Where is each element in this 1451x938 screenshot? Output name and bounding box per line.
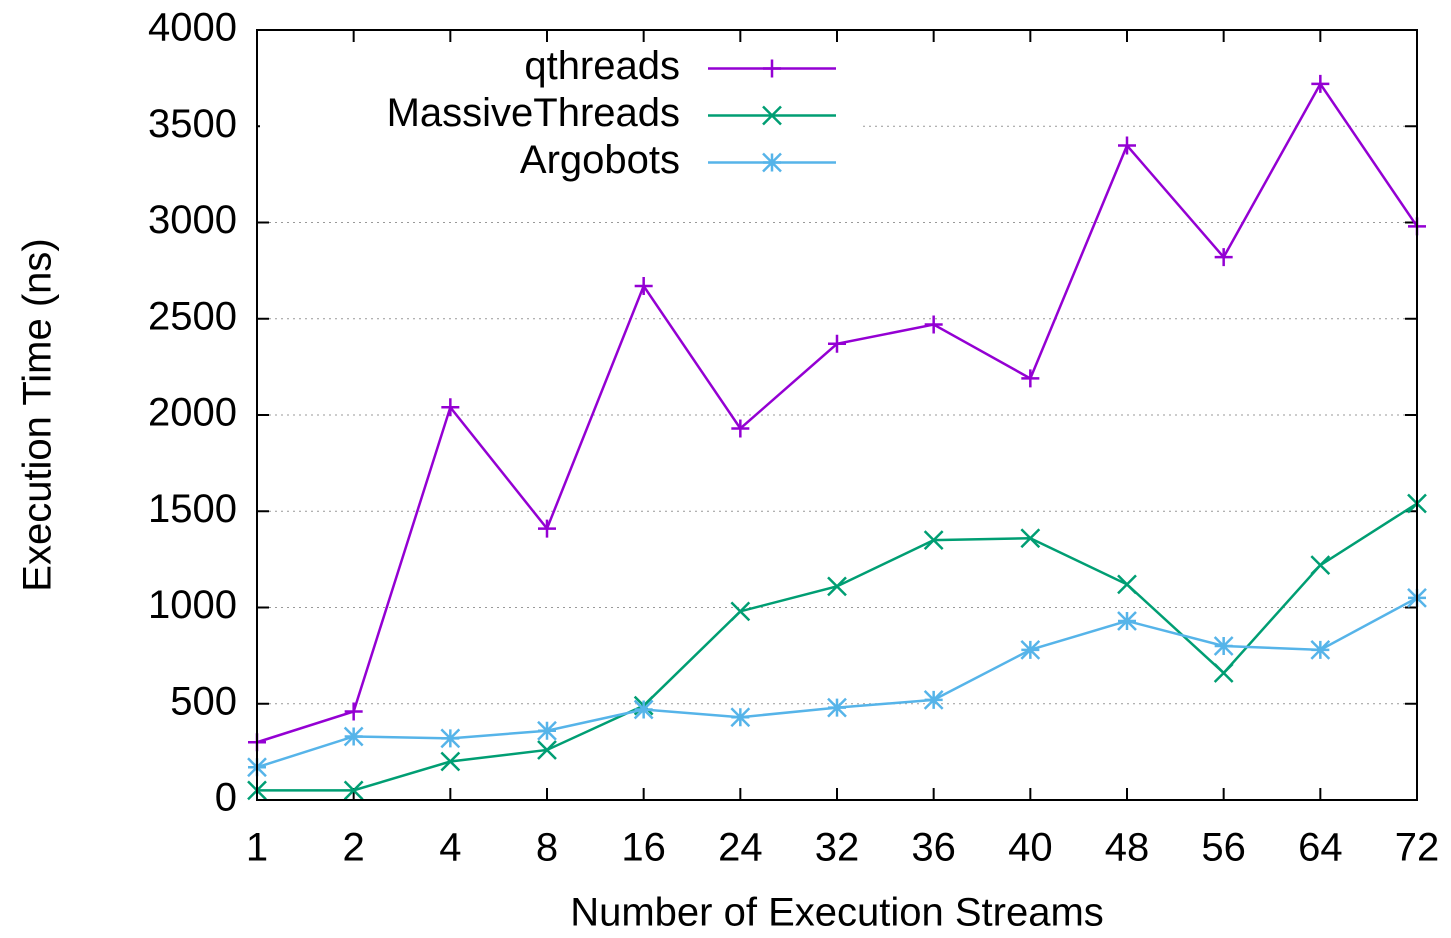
data-point (343, 726, 364, 747)
data-point (923, 530, 944, 551)
data-point (1214, 248, 1233, 267)
legend-marker (762, 105, 782, 126)
data-point (1117, 574, 1137, 595)
y-tick-label: 3500 (148, 102, 237, 146)
data-point (1213, 636, 1234, 656)
data-point (827, 697, 847, 718)
data-point (440, 751, 461, 772)
data-point (827, 576, 847, 597)
x-tick-label: 32 (815, 826, 860, 870)
y-axis-label: Execution Time (ns) (16, 238, 60, 591)
x-axis-label: Number of Execution Streams (570, 891, 1104, 935)
legend-label: qthreads (524, 44, 680, 88)
x-tick-label: 24 (718, 826, 763, 870)
y-tick-label: 1500 (148, 487, 237, 531)
legend-marker (763, 59, 781, 78)
data-point (828, 334, 846, 353)
x-tick-label: 16 (621, 826, 666, 870)
series-line (256, 596, 1418, 769)
data-point (923, 690, 944, 710)
y-tick-label: 0 (215, 776, 237, 820)
data-point (537, 740, 557, 760)
data-point (633, 699, 654, 720)
data-point (730, 601, 751, 622)
data-point (730, 707, 751, 728)
data-point (1118, 136, 1136, 155)
data-point (924, 315, 943, 334)
legend-label: Argobots (520, 138, 680, 182)
data-point (538, 519, 556, 538)
plot-frame (256, 29, 1418, 801)
y-tick-label: 2500 (148, 294, 237, 338)
y-tick-label: 4000 (148, 6, 237, 50)
data-point (1213, 663, 1234, 683)
data-point (1020, 639, 1041, 660)
data-point (441, 398, 460, 417)
y-tick-label: 500 (170, 679, 237, 723)
legend-label: MassiveThreads (387, 91, 680, 135)
x-tick-label: 1 (246, 826, 268, 870)
data-point (344, 702, 363, 721)
y-tick-label: 1000 (148, 583, 237, 627)
data-point (731, 419, 750, 438)
x-tick-label: 56 (1201, 826, 1246, 870)
x-tick-label: 48 (1105, 826, 1150, 870)
data-point (634, 277, 653, 296)
data-point (1310, 639, 1331, 660)
data-point (440, 728, 461, 749)
x-tick-label: 2 (343, 826, 365, 870)
x-tick-label: 40 (1008, 826, 1053, 870)
data-point (1021, 369, 1040, 388)
data-point (537, 720, 557, 741)
y-tick-label: 3000 (148, 198, 237, 242)
x-tick-label: 4 (439, 826, 461, 870)
x-tick-label: 36 (911, 826, 956, 870)
data-point (1020, 528, 1041, 549)
x-tick-label: 72 (1395, 826, 1440, 870)
data-point (1310, 555, 1331, 576)
legend-marker (762, 152, 782, 173)
x-tick-label: 8 (536, 826, 558, 870)
x-tick-label: 64 (1298, 826, 1343, 870)
y-tick-label: 2000 (148, 391, 237, 435)
data-point (1117, 611, 1137, 631)
data-point (1311, 74, 1330, 93)
data-point (343, 780, 364, 801)
